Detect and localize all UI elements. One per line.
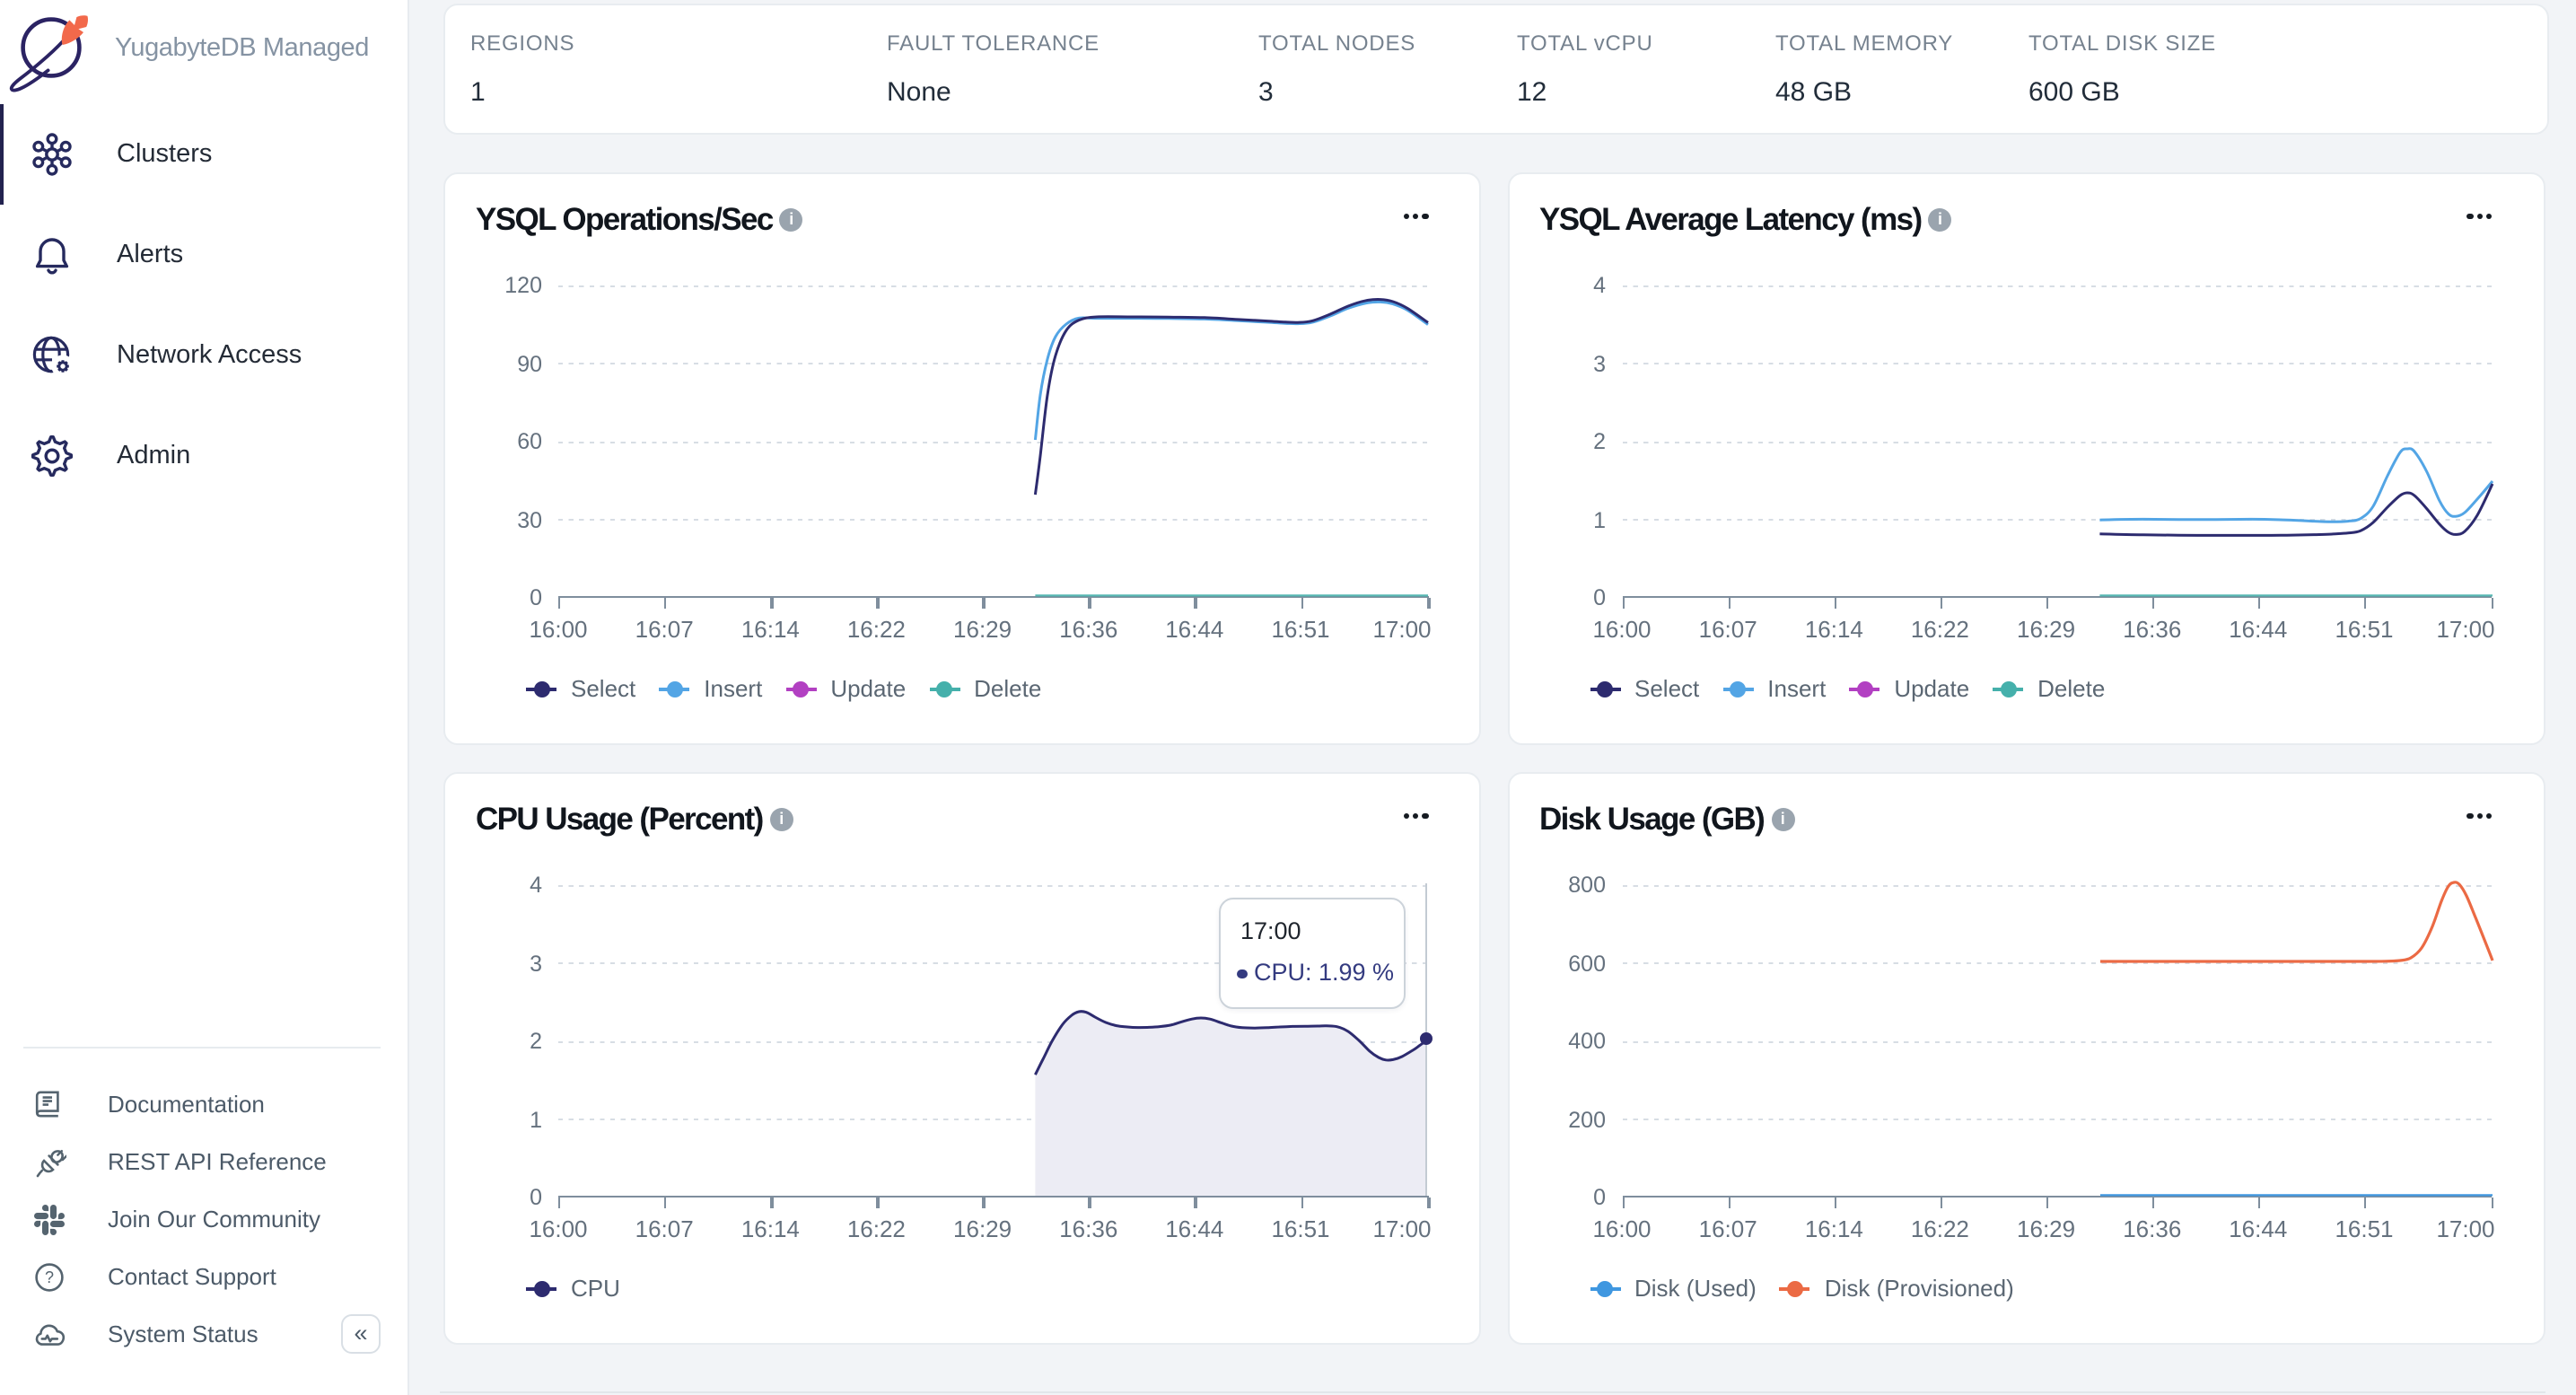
svg-text:?: ? — [45, 1268, 54, 1286]
